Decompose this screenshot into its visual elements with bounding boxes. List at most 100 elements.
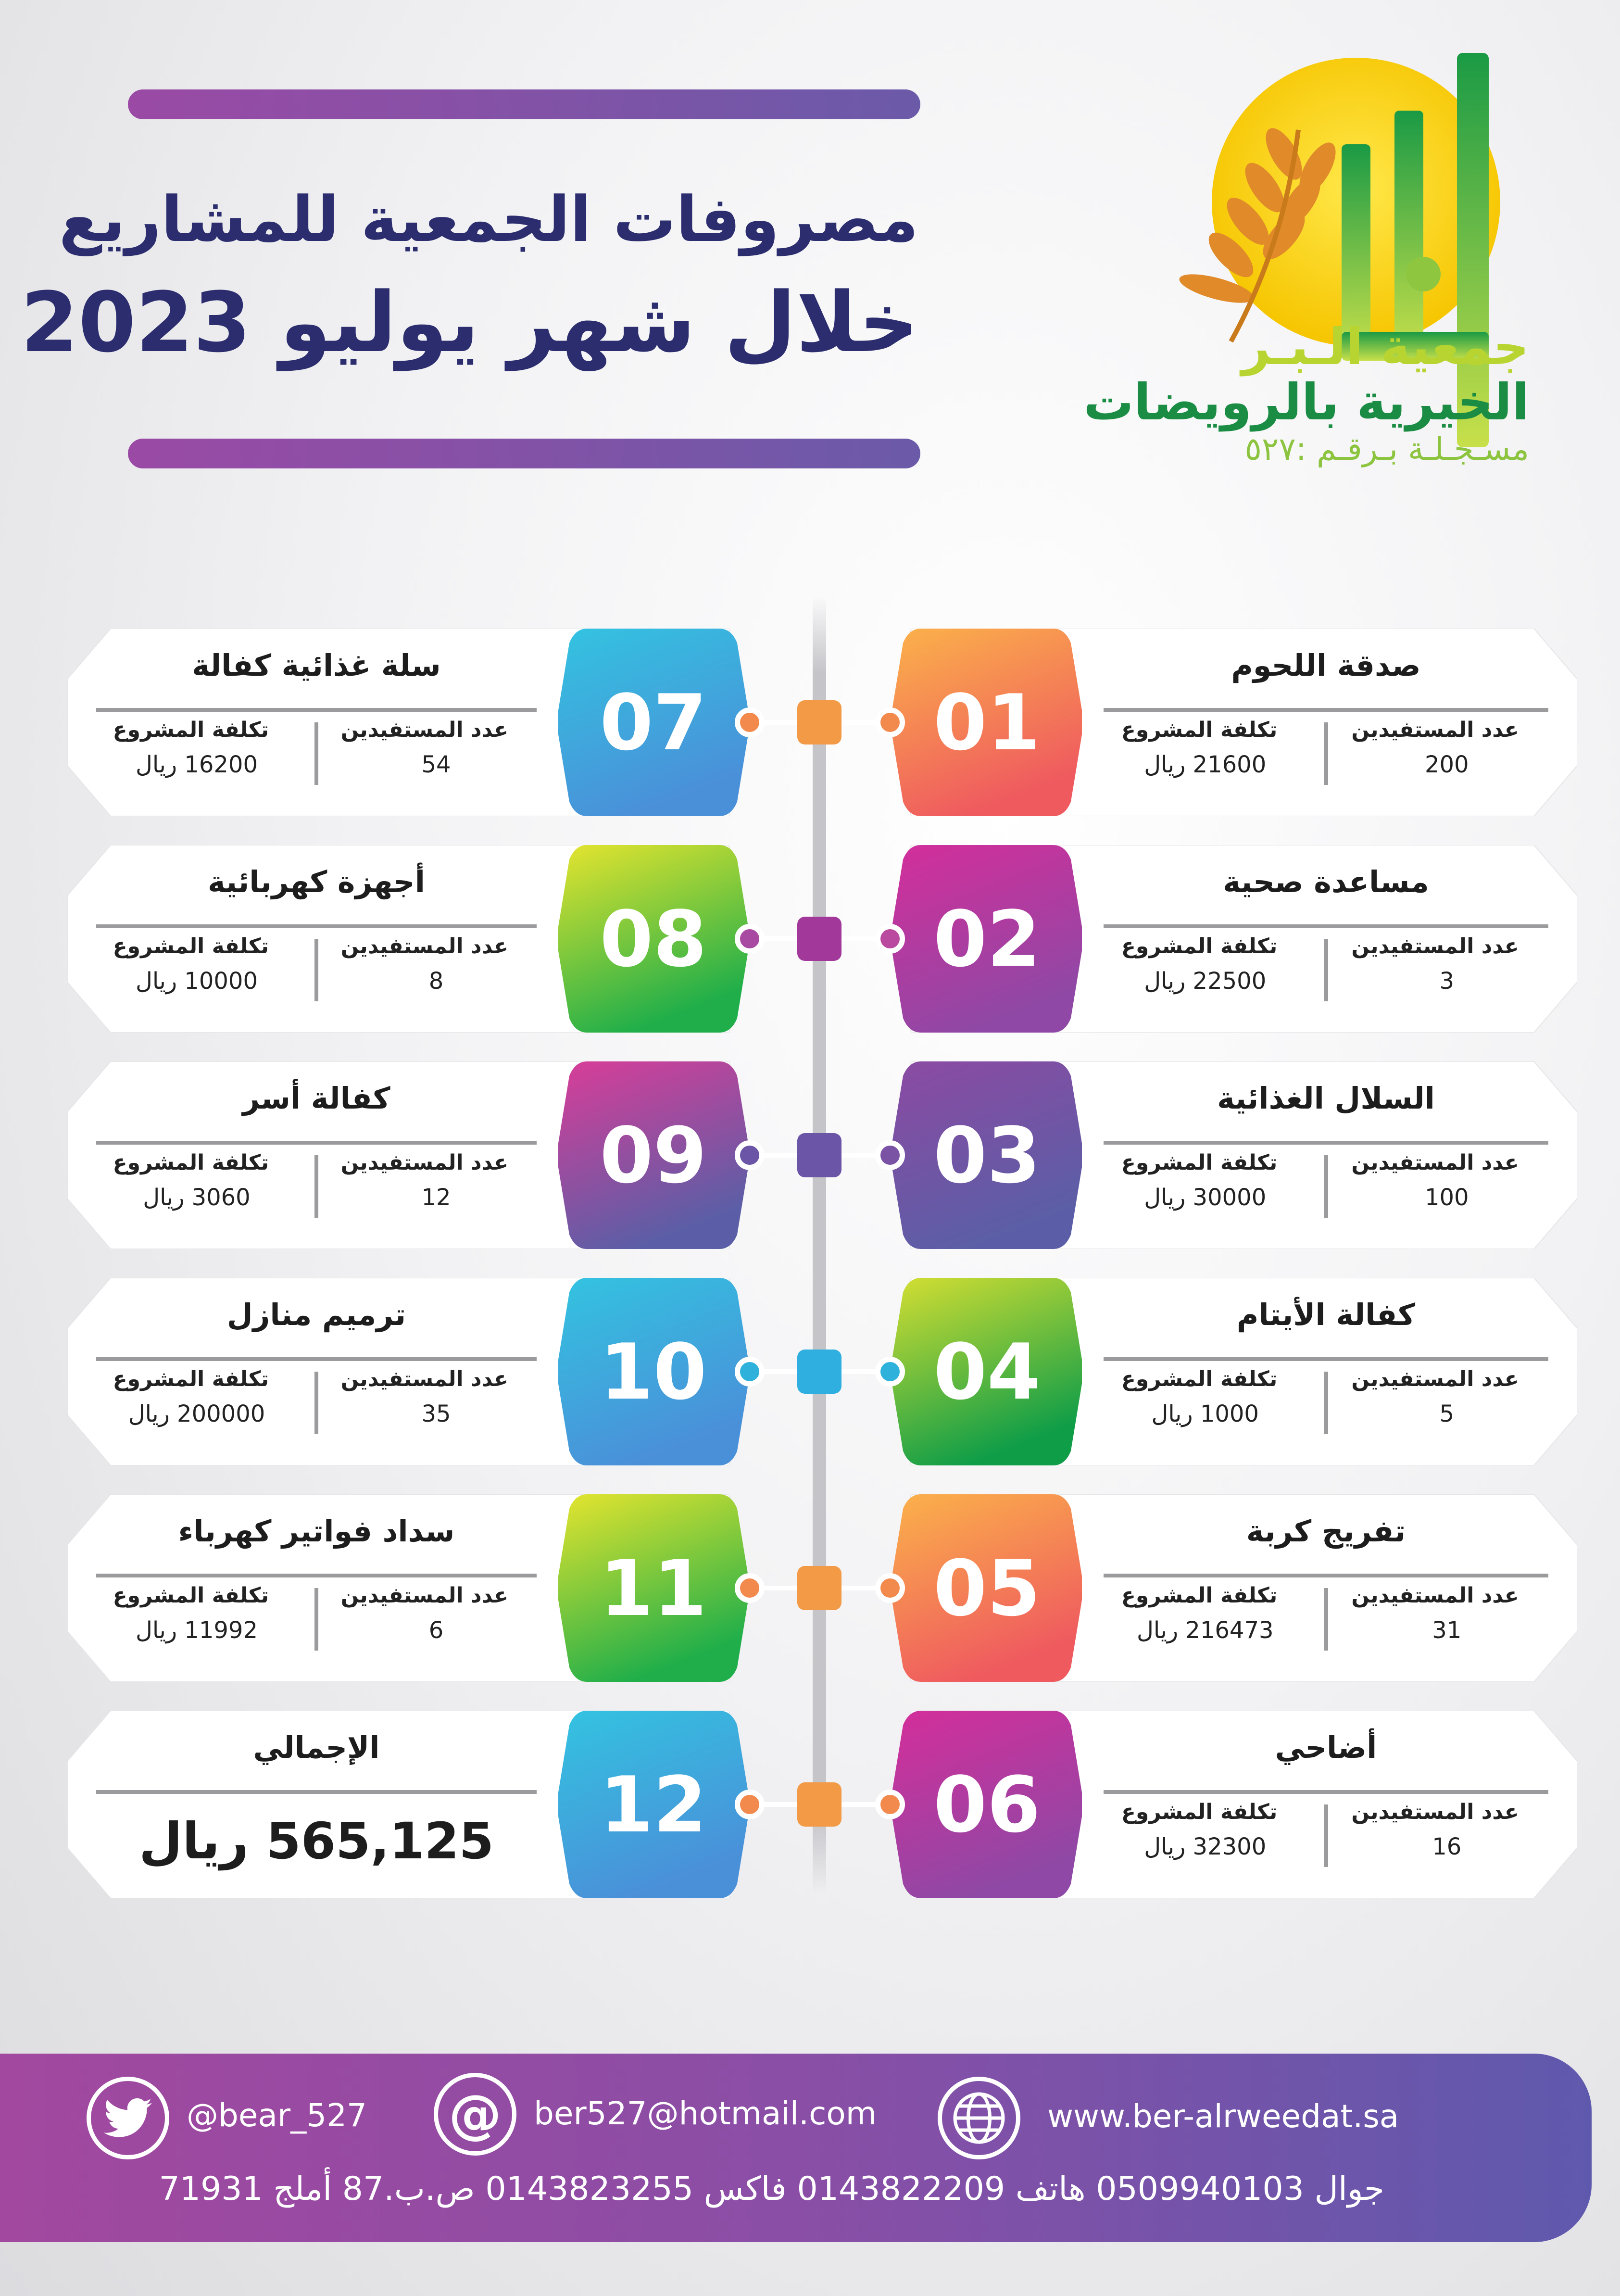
number-badge: 03	[892, 1061, 1082, 1249]
divider	[1104, 1357, 1548, 1361]
column-divider	[1324, 722, 1328, 785]
connector-dot	[875, 1573, 905, 1603]
cost-value: 1000 ريال	[1151, 1400, 1259, 1427]
cost-label: تكلفة المشروع	[1121, 718, 1278, 742]
logo-emblem-icon	[1179, 53, 1500, 447]
timeline-spine	[813, 595, 826, 1894]
cost-value: 22500 ريال	[1144, 968, 1267, 995]
email-address[interactable]: ber527@hotmail.com	[534, 2095, 877, 2132]
column-divider	[314, 1372, 318, 1434]
connector-dot	[735, 707, 765, 737]
divider	[96, 708, 537, 712]
number-badge: 02	[892, 845, 1082, 1033]
beneficiaries-value: 8	[428, 968, 444, 995]
badge-number: 09	[600, 1110, 707, 1200]
total-title: الإجمالي	[253, 1730, 380, 1765]
divider	[96, 1357, 537, 1361]
beneficiaries-label: عدد المستفيدين	[1351, 1583, 1519, 1608]
cost-value: 10000 ريال	[136, 968, 258, 995]
cost-label: تكلفة المشروع	[1121, 1150, 1278, 1175]
divider	[96, 924, 537, 928]
project-title: تفريج كربة	[1246, 1514, 1406, 1549]
badge-number: 08	[600, 894, 707, 984]
cost-label: تكلفة المشروع	[113, 934, 269, 959]
timeline-node	[797, 1350, 841, 1394]
beneficiaries-value: 6	[428, 1617, 444, 1644]
beneficiaries-value: 100	[1424, 1184, 1469, 1211]
cost-value: 30000 ريال	[1144, 1184, 1267, 1211]
timeline-node	[797, 1566, 841, 1610]
column-divider	[314, 1588, 318, 1651]
globe-icon[interactable]	[938, 2077, 1020, 2159]
number-badge: 07	[558, 629, 748, 816]
divider	[96, 1790, 537, 1794]
connector-dot	[735, 1140, 765, 1170]
timeline-node	[797, 700, 841, 744]
badge-number: 06	[933, 1759, 1041, 1850]
timeline-node	[797, 1133, 841, 1177]
project-title: سلة غذائية كفالة	[192, 648, 441, 683]
beneficiaries-value: 35	[421, 1400, 451, 1427]
cost-value: 200000 ريال	[128, 1400, 265, 1427]
number-badge: 11	[558, 1494, 748, 1682]
column-divider	[1324, 1155, 1328, 1218]
cost-value: 216473 ريال	[1136, 1617, 1274, 1644]
project-title: أضاحي	[1275, 1730, 1377, 1765]
cost-label: تكلفة المشروع	[113, 1367, 269, 1391]
logo-name-line2: الخيرية بالرويضات	[1083, 373, 1529, 431]
divider	[96, 1141, 537, 1145]
timeline-node	[797, 917, 841, 961]
cost-label: تكلفة المشروع	[113, 1583, 269, 1608]
header-top-bar	[128, 89, 920, 119]
beneficiaries-value: 200	[1424, 751, 1469, 778]
cost-label: تكلفة المشروع	[1121, 1800, 1278, 1824]
connector-dot	[735, 924, 765, 954]
connector-dot	[875, 924, 905, 954]
logo-registration: مسـجـلـة بـرقـم :٥٢٧	[1244, 430, 1529, 467]
page-title-line2: خلال شهر يوليو 2023	[21, 274, 918, 371]
number-badge: 01	[892, 629, 1082, 816]
connector-dot	[875, 1140, 905, 1170]
project-title: مساعدة صحية	[1223, 864, 1429, 899]
cost-value: 16200 ريال	[136, 751, 258, 778]
beneficiaries-label: عدد المستفيدين	[340, 1150, 508, 1175]
connector-dot	[735, 1573, 765, 1603]
divider	[1104, 708, 1548, 712]
beneficiaries-value: 16	[1432, 1833, 1462, 1860]
beneficiaries-value: 54	[421, 751, 451, 778]
beneficiaries-value: 3	[1439, 968, 1455, 995]
column-divider	[1324, 939, 1328, 1001]
connector-dot	[875, 1357, 905, 1387]
logo-name-line1: جمعية الـبـر	[1241, 317, 1529, 376]
timeline-node	[797, 1782, 841, 1827]
beneficiaries-label: عدد المستفيدين	[1351, 934, 1519, 959]
email-icon[interactable]: @	[434, 2073, 516, 2156]
cost-label: تكلفة المشروع	[113, 718, 269, 742]
number-badge: 12	[558, 1711, 748, 1898]
badge-number: 10	[600, 1326, 707, 1417]
cost-label: تكلفة المشروع	[113, 1150, 269, 1175]
badge-number: 12	[600, 1759, 707, 1850]
badge-number: 05	[933, 1543, 1041, 1633]
project-title: صدقة اللحوم	[1231, 648, 1421, 683]
project-title: كفالة أسر	[242, 1081, 390, 1116]
cost-label: تكلفة المشروع	[1121, 934, 1278, 959]
beneficiaries-value: 31	[1432, 1617, 1462, 1644]
column-divider	[314, 1155, 318, 1218]
total-value: 565,125 ريال	[138, 1812, 494, 1870]
twitter-handle[interactable]: @bear_527	[187, 2097, 367, 2134]
twitter-icon[interactable]	[87, 2077, 169, 2159]
header-bottom-bar	[128, 439, 920, 468]
connector-dot	[735, 1790, 765, 1819]
number-badge: 05	[892, 1494, 1082, 1682]
cost-value: 3060 ريال	[143, 1184, 251, 1211]
number-badge: 09	[558, 1061, 748, 1249]
divider	[1104, 1141, 1548, 1145]
project-title: أجهزة كهربائية	[208, 864, 425, 899]
badge-number: 04	[933, 1326, 1041, 1417]
divider	[1104, 1790, 1548, 1794]
website-url[interactable]: www.ber-alrweedat.sa	[1047, 2098, 1399, 2135]
divider	[1104, 1574, 1548, 1577]
beneficiaries-label: عدد المستفيدين	[1351, 718, 1519, 742]
project-title: السلال الغذائية	[1217, 1081, 1435, 1116]
